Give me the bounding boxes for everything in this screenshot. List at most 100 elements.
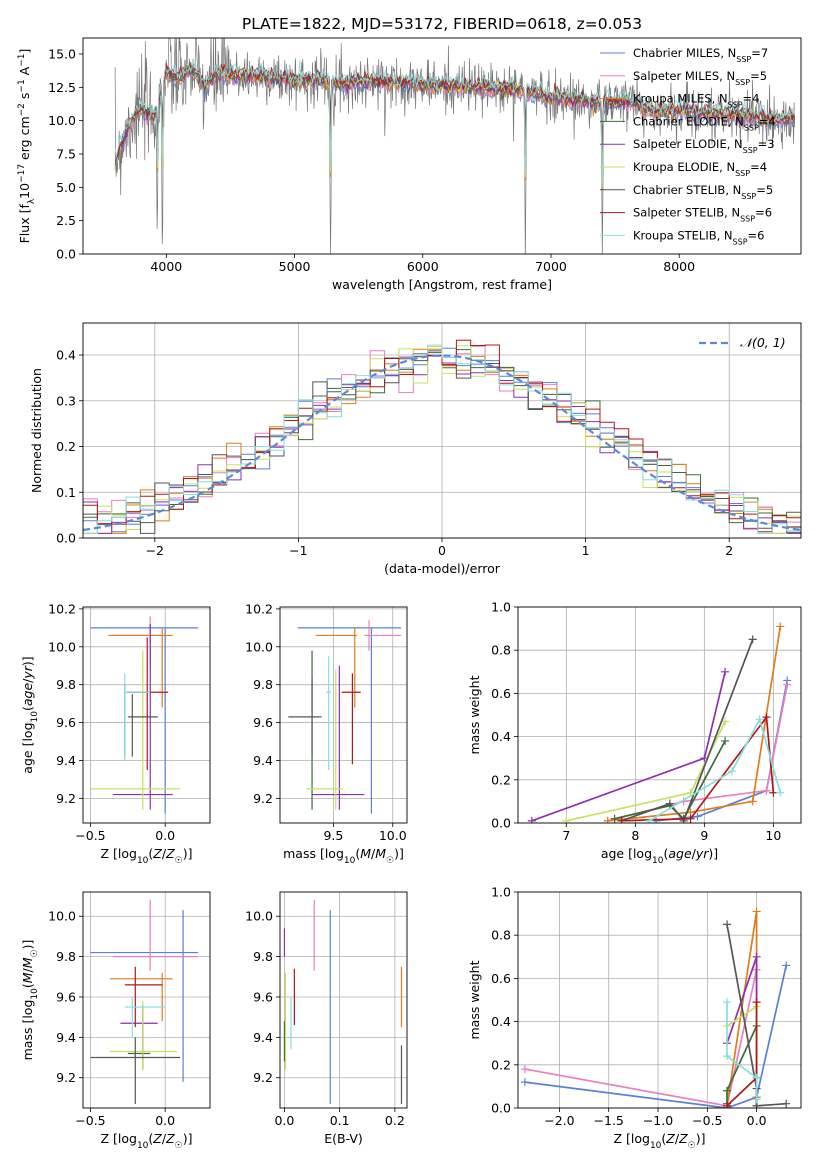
label-part: age [log — [601, 846, 652, 861]
legend-sub: SSP — [740, 214, 755, 223]
label-part: Z — [665, 1131, 675, 1146]
label-part: Z — [165, 846, 175, 861]
weight-point-kroupa_stelib — [645, 816, 654, 823]
label-part: M — [360, 846, 371, 861]
age_vs_z-panel: −0.5 0.09.29.49.69.810.010.2Z [log10(Z/Z☉… — [20, 601, 211, 866]
y-tick-label: 9.4 — [56, 1030, 76, 1045]
legend-sub: SSP — [744, 123, 759, 132]
y-tick-label: 10.0 — [245, 909, 273, 924]
weight_vs_age-plot-area — [527, 622, 792, 823]
label-part: )] — [183, 846, 193, 861]
x-tick-label: 5000 — [279, 259, 311, 274]
weight-point-kroupa_miles — [748, 797, 757, 806]
label-part: erg cm — [17, 116, 32, 164]
legend-entry: Chabrier ELODIE, NSSP=4 — [633, 114, 776, 131]
x-tick-label: 1 — [582, 543, 590, 558]
legend-suffix: =7 — [751, 46, 768, 60]
weight-line-kroupa_stelib — [648, 717, 782, 822]
x-tick-label: −2.0 — [544, 1113, 574, 1128]
x-tick-label: −0.5 — [75, 828, 105, 843]
label-part: Z [log — [100, 846, 136, 861]
y-tick-label: 9.6 — [56, 715, 76, 730]
histogram-kroupa_stelib — [83, 344, 801, 538]
x-tick-label: 10 — [765, 828, 781, 843]
normal-curve — [83, 354, 801, 532]
y-tick-label: 10.0 — [48, 909, 76, 924]
y-tick-label: 9.8 — [253, 677, 273, 692]
weight-point-kroupa_stelib — [723, 998, 732, 1007]
x-tick-label: 9.5 — [323, 828, 343, 843]
label-part: Z — [152, 846, 162, 861]
label-part: 10 — [137, 1141, 149, 1151]
weight-line-salpeter_elodie — [531, 671, 726, 822]
plots: 4000 5000 6000 7000 80000.02.55.07.510.012.5… — [17, 37, 802, 1151]
label-part: Z — [165, 1131, 175, 1146]
legend-entry: Kroupa STELIB, NSSP=6 — [633, 228, 764, 246]
legend-sub: SSP — [741, 191, 756, 200]
weight-age-x-label: age [log10(age/yr)] — [601, 846, 718, 866]
legend-sub: SSP — [743, 146, 758, 155]
legend-text: Kroupa MILES, N — [633, 92, 728, 106]
legend-text: Kroupa ELODIE, N — [633, 160, 735, 174]
label-part: )] — [183, 1131, 193, 1146]
label-part: M — [20, 972, 35, 983]
label-part: 10 — [30, 711, 40, 723]
weight-line-chabrier_miles — [524, 965, 788, 1108]
mass_vs_ebv-plot-area — [283, 900, 403, 1104]
x-tick-label: 10.0 — [379, 828, 407, 843]
y-tick-label: 9.6 — [56, 989, 76, 1004]
legend-text: Chabrier STELIB, N — [633, 183, 741, 197]
y-tick-label: 0.2 — [491, 1057, 511, 1072]
x-tick-label: 0 — [438, 543, 446, 558]
mass-z-x-label: Z [log10(Z/Z☉)] — [100, 1131, 192, 1151]
weight-point-kroupa_miles — [776, 622, 785, 631]
y-tick-label: 0.0 — [56, 247, 76, 262]
legend-text: Chabrier ELODIE, N — [633, 114, 744, 128]
weight_vs_z-frame — [517, 891, 802, 1109]
y-tick-label: 0.8 — [491, 643, 511, 658]
legend-entry: Salpeter STELIB, NSSP=6 — [633, 206, 772, 224]
y-tick-label: 0.4 — [491, 1014, 511, 1029]
weight-point-salpeter_stelib — [762, 713, 771, 722]
x-tick-label: 7 — [562, 828, 570, 843]
y-tick-label: 0.6 — [491, 971, 511, 986]
weight-point-kroupa_stelib — [755, 715, 764, 724]
y-tick-label: 1.0 — [491, 600, 511, 615]
weight-point-chabrier_miles — [782, 961, 791, 970]
x-tick-label: −2 — [146, 543, 164, 558]
y-tick-label: 0.0 — [491, 816, 511, 831]
x-tick-label: 8000 — [663, 259, 695, 274]
y-tick-label: 9.6 — [253, 989, 273, 1004]
label-part: )] — [20, 940, 35, 950]
x-tick-label: −1.5 — [594, 1113, 624, 1128]
x-tick-label: 0.2 — [385, 1113, 405, 1128]
y-tick-label: 0.2 — [56, 439, 76, 454]
label-part: Z — [152, 1131, 162, 1146]
label-part: −1 — [17, 54, 27, 67]
x-tick-label: −0.5 — [692, 1113, 722, 1128]
y-tick-label: 12.5 — [48, 80, 76, 95]
spectrum-frame — [82, 37, 802, 255]
legend-sub: SSP — [733, 237, 748, 246]
legend-entry: Kroupa ELODIE, NSSP=4 — [633, 160, 767, 178]
spectrum-y-label: Flux [fλ10−17 erg cm−2 s−1 A−1] — [17, 49, 37, 244]
y-tick-label: 0.8 — [491, 928, 511, 943]
label-part: ( — [663, 846, 668, 861]
legend-entry: Chabrier STELIB, NSSP=5 — [633, 183, 773, 201]
weight-line-salpeter_stelib — [726, 1002, 758, 1107]
label-part: yr — [20, 665, 35, 679]
label-part: yr — [695, 846, 709, 861]
legend-suffix: =5 — [756, 183, 773, 197]
weight-point-salpeter_miles — [520, 1065, 529, 1074]
label-part: )] — [696, 1131, 706, 1146]
y-tick-label: 10.2 — [245, 601, 273, 616]
x-tick-label: −1 — [289, 543, 307, 558]
figure-title: PLATE=1822, MJD=53172, FIBERID=0618, z=0… — [242, 15, 642, 33]
label-part: / — [371, 846, 376, 861]
age_vs_mass-plot-area — [288, 620, 402, 814]
x-tick-label: −0.5 — [75, 1113, 105, 1128]
legend-suffix: =3 — [758, 137, 775, 151]
legend-sub: SSP — [735, 169, 750, 178]
weight-point-chabrier_stelib — [748, 635, 757, 644]
